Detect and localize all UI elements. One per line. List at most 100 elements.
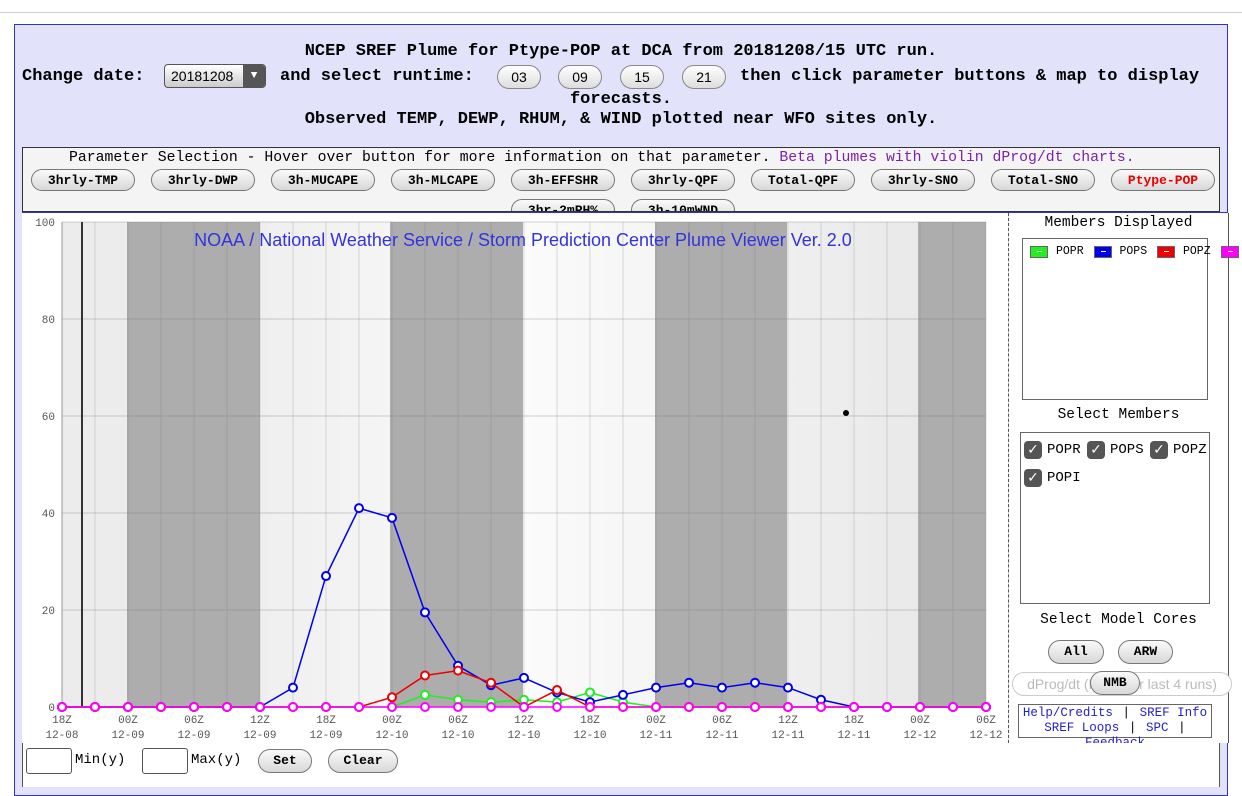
x-tick-date: 12-10 bbox=[375, 730, 408, 742]
data-point bbox=[618, 702, 628, 712]
parameter-button[interactable]: 3hrly-QPF bbox=[631, 169, 735, 191]
data-point bbox=[948, 702, 958, 712]
data-point bbox=[189, 702, 199, 712]
member-checkbox[interactable]: ✓ bbox=[1087, 441, 1105, 459]
set-button[interactable]: Set bbox=[258, 749, 312, 773]
x-tick-date: 12-09 bbox=[309, 730, 342, 742]
title: NCEP SREF Plume for Ptype-POP at DCA fro… bbox=[304, 42, 938, 61]
member-checkbox[interactable]: ✓ bbox=[1150, 441, 1168, 459]
intro-text: Parameter Selection - Hover over button … bbox=[69, 150, 771, 166]
links-box: Help/Credits | SREF Info SREF Loops | SP… bbox=[1018, 704, 1212, 750]
clear-button[interactable]: Clear bbox=[328, 749, 398, 773]
x-tick-date: 12-10 bbox=[507, 730, 540, 742]
parameter-button[interactable]: Total-QPF bbox=[751, 169, 855, 191]
data-point bbox=[519, 702, 529, 712]
runtime-button[interactable]: 03 bbox=[497, 65, 541, 89]
x-tick-label: 18Z bbox=[844, 715, 864, 727]
sidebar-border bbox=[1228, 213, 1229, 743]
max-input[interactable] bbox=[142, 748, 188, 774]
data-point bbox=[651, 702, 661, 712]
members-heading: Members Displayed bbox=[1044, 215, 1193, 231]
runtime-button[interactable]: 09 bbox=[558, 65, 602, 89]
date-select[interactable]: 20181208 ▼ bbox=[164, 64, 266, 88]
core-button[interactable]: ARW bbox=[1118, 640, 1173, 664]
data-point bbox=[585, 687, 595, 698]
y-tick-label: 0 bbox=[48, 703, 55, 715]
data-point bbox=[57, 702, 67, 712]
beta-link[interactable]: Beta plumes with violin dProg/dt charts. bbox=[779, 150, 1135, 166]
data-point bbox=[750, 702, 760, 712]
parameter-button[interactable]: 3h-MUCAPE bbox=[271, 169, 375, 191]
link[interactable]: SREF Loops bbox=[1044, 721, 1120, 735]
data-point bbox=[552, 685, 562, 696]
label: and select runtime: bbox=[280, 67, 474, 86]
x-tick-date: 12-10 bbox=[573, 730, 606, 742]
x-tick-label: 00Z bbox=[118, 715, 138, 727]
data-point bbox=[321, 702, 331, 712]
runtime-button[interactable]: 15 bbox=[620, 65, 664, 89]
data-point bbox=[684, 702, 694, 712]
data-point bbox=[453, 665, 463, 676]
label: Observed TEMP, DEWP, RHUM, & WIND plotte… bbox=[304, 110, 938, 129]
parameter-button[interactable]: 3hrly-SNO bbox=[871, 169, 975, 191]
data-point bbox=[552, 702, 562, 712]
night-band bbox=[655, 222, 787, 707]
data-point bbox=[354, 503, 364, 514]
y-tick-label: 100 bbox=[35, 218, 55, 230]
separator: | bbox=[1122, 706, 1130, 720]
link[interactable]: SREF Info bbox=[1139, 706, 1208, 720]
members-box bbox=[1022, 238, 1208, 400]
parameter-button[interactable]: 3h-MLCAPE bbox=[391, 169, 495, 191]
parameter-button[interactable]: 3h-EFFSHR bbox=[511, 169, 615, 191]
link[interactable]: Help/Credits bbox=[1022, 706, 1113, 720]
member-label: POPS bbox=[1110, 442, 1144, 458]
parameter-button[interactable]: 3hrly-TMP bbox=[31, 169, 135, 191]
parameter-button[interactable]: 3hr-2mRH% bbox=[511, 199, 615, 211]
cores-heading: Select Model Cores bbox=[1040, 612, 1197, 628]
x-tick-date: 12-11 bbox=[639, 730, 672, 742]
cursor-dot bbox=[843, 410, 849, 416]
data-point bbox=[222, 702, 232, 712]
select-heading: Select Members bbox=[1057, 407, 1180, 423]
data-point bbox=[915, 702, 925, 712]
chart: 0 20 40 60 80 100 18Z 12-08 00Z 12-09 06Z 12-09 12Z 1… bbox=[35, 218, 1002, 742]
label: forecasts. bbox=[569, 90, 673, 109]
data-point bbox=[453, 702, 463, 712]
dropdown-arrow: ▼ bbox=[243, 65, 265, 87]
member-checkbox[interactable]: ✓ bbox=[1024, 441, 1042, 459]
data-point bbox=[651, 682, 661, 693]
parameter-button[interactable]: Total-SNO bbox=[991, 169, 1095, 191]
runtime-button[interactable]: 21 bbox=[682, 65, 726, 89]
divider bbox=[22, 212, 1228, 213]
parameter-button[interactable]: 3hrly-DWP bbox=[151, 169, 255, 191]
legend-swatch bbox=[1157, 246, 1175, 258]
x-tick-date: 12-12 bbox=[969, 730, 1002, 742]
link[interactable]: SPC bbox=[1146, 721, 1169, 735]
members-checklist: ✓ POPR ✓ POPS ✓ POPZ ✓ POPI bbox=[1020, 432, 1210, 604]
min-label: Min(y) bbox=[75, 752, 126, 768]
min-input[interactable] bbox=[26, 748, 72, 774]
legend-swatch bbox=[1030, 246, 1048, 258]
member-checkbox[interactable]: ✓ bbox=[1024, 469, 1042, 487]
data-point bbox=[486, 702, 496, 712]
data-point bbox=[288, 702, 298, 712]
separator: | bbox=[1128, 721, 1137, 735]
night-band bbox=[127, 222, 260, 707]
data-point bbox=[783, 682, 793, 693]
data-point bbox=[981, 702, 991, 712]
max-label: Max(y) bbox=[191, 752, 242, 768]
parameter-button[interactable]: 3h-10mWND bbox=[631, 199, 735, 211]
data-point bbox=[288, 682, 298, 693]
plot: 0 20 40 60 80 100 18Z 12-08 00Z 12-09 06Z 12-09 12Z 1… bbox=[35, 218, 1002, 742]
legend-swatch bbox=[1220, 246, 1239, 258]
parameter-button[interactable]: Ptype-POP bbox=[1111, 169, 1215, 191]
core-button[interactable]: NMB bbox=[1090, 671, 1140, 695]
data-point bbox=[420, 702, 430, 712]
top-bar bbox=[0, 0, 1242, 13]
core-button[interactable]: All bbox=[1048, 640, 1104, 664]
day-band bbox=[62, 222, 127, 707]
night-band bbox=[918, 222, 986, 707]
legend-swatch bbox=[1093, 246, 1112, 258]
data-point bbox=[354, 702, 364, 712]
